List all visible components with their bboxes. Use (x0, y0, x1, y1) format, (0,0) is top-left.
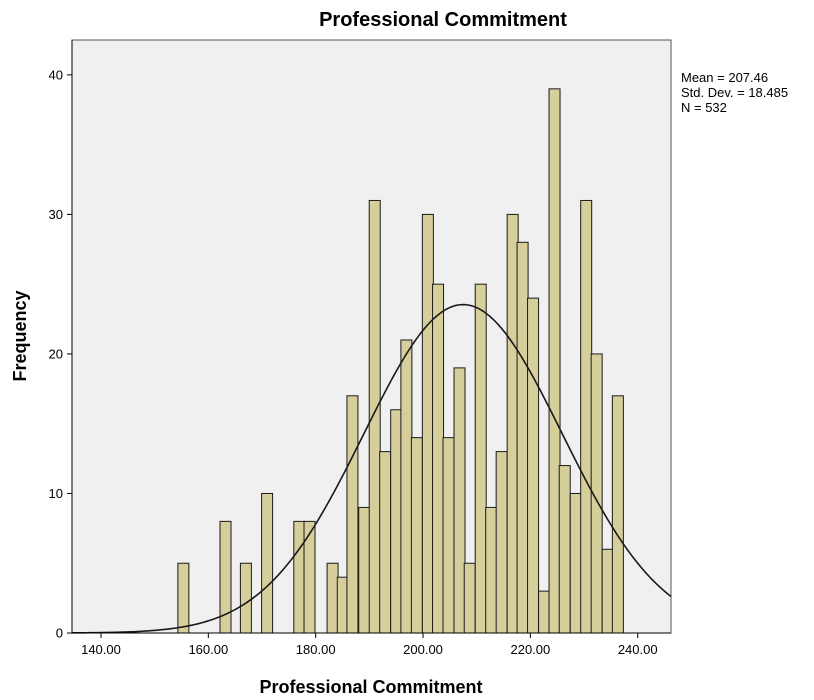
histogram-bar (601, 548, 614, 634)
y-tick-label: 30 (49, 207, 63, 222)
histogram-bar (410, 437, 423, 634)
x-tick-label: 160.00 (188, 642, 228, 657)
stats-n: N = 532 (681, 100, 727, 115)
y-tick-label: 0 (56, 626, 63, 641)
histogram-bar (453, 367, 466, 634)
histogram-bar (177, 562, 190, 634)
y-tick-label: 40 (49, 67, 63, 82)
histogram-bar (400, 339, 413, 634)
y-tick-label: 20 (49, 346, 63, 361)
y-axis-ticks: 0 10 20 30 40 (49, 67, 72, 641)
x-axis-ticks: 140.00 160.00 180.00 200.00 220.00 240.00 (81, 633, 658, 657)
histogram-bar (261, 492, 274, 634)
histogram-bars (177, 88, 624, 634)
histogram-bar (495, 451, 508, 634)
y-axis-title: Frequency (10, 290, 30, 381)
histogram-bar (558, 465, 571, 634)
x-tick-label: 200.00 (403, 642, 443, 657)
histogram-bar (474, 283, 487, 634)
x-tick-label: 140.00 (81, 642, 121, 657)
histogram-bar (506, 213, 519, 634)
histogram-bar (538, 590, 551, 634)
histogram-bar (346, 395, 359, 634)
normal-distribution-curve (71, 303, 672, 634)
x-tick-label: 220.00 (510, 642, 550, 657)
x-axis-title: Professional Commitment (259, 677, 482, 697)
histogram-bar (239, 562, 252, 634)
histogram-bar (485, 506, 498, 634)
histogram-bar (326, 562, 339, 634)
x-tick-label: 180.00 (296, 642, 336, 657)
histogram-bar (580, 199, 593, 634)
stats-legend: Mean = 207.46 Std. Dev. = 18.485 N = 532 (681, 70, 788, 115)
x-tick-label: 240.00 (618, 642, 658, 657)
histogram-bar (358, 506, 371, 634)
histogram-bar (421, 213, 434, 634)
histogram-bar (293, 520, 306, 634)
histogram-bar (432, 283, 445, 634)
histogram-bar (463, 562, 476, 634)
y-tick-label: 10 (49, 486, 63, 501)
histogram-bar (527, 297, 540, 634)
chart-title: Professional Commitment (319, 9, 567, 31)
histogram-bar (303, 520, 316, 634)
stats-std-dev: Std. Dev. = 18.485 (681, 85, 788, 100)
histogram-bar (569, 492, 582, 634)
histogram-bar (516, 241, 529, 634)
histogram-bar (548, 88, 561, 634)
histogram-bar (390, 409, 403, 634)
stats-mean: Mean = 207.46 (681, 70, 768, 85)
histogram-bar (611, 395, 624, 634)
histogram-bar (379, 451, 392, 634)
histogram-bar (442, 437, 455, 634)
axes (71, 40, 671, 634)
histogram-bar (368, 199, 381, 634)
